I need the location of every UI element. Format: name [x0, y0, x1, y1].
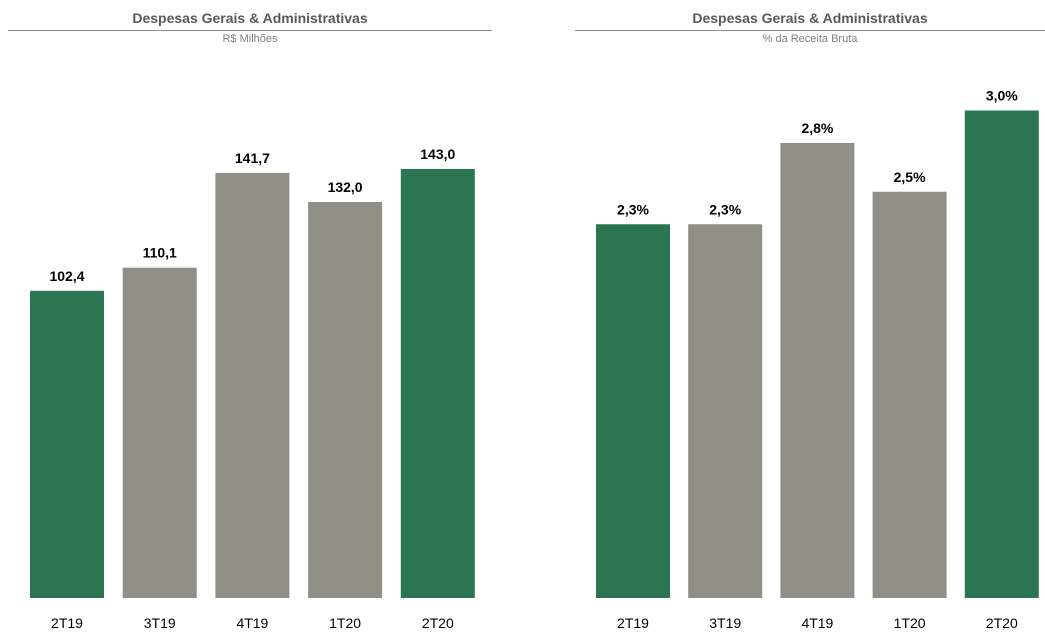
- x-tick-label: 1T20: [329, 615, 361, 631]
- bar-2T20: [400, 169, 475, 598]
- bar-2T19: [596, 224, 670, 598]
- chart-left: Despesas Gerais & Administrativas R$ Mil…: [8, 0, 492, 632]
- bar-1T20: [872, 191, 947, 598]
- title-rule: [575, 30, 1045, 31]
- bar-1T20: [308, 202, 383, 598]
- x-tick-label: 2T19: [617, 615, 649, 631]
- x-tick-label: 4T19: [236, 615, 268, 631]
- data-label: 132,0: [328, 179, 363, 195]
- x-tick-label: 2T20: [422, 615, 454, 631]
- chart-right: Despesas Gerais & Administrativas % da R…: [575, 0, 1045, 632]
- x-tick-label: 2T19: [51, 615, 83, 631]
- data-label: 143,0: [420, 146, 455, 162]
- x-tick-label: 4T19: [801, 615, 833, 631]
- chart-subtitle: R$ Milhões: [222, 33, 278, 45]
- bar-2T20: [964, 110, 1039, 598]
- bar-2T19: [30, 290, 104, 598]
- bar-4T19: [215, 172, 290, 598]
- data-label: 3,0%: [986, 88, 1018, 104]
- chart-title: Despesas Gerais & Administrativas: [132, 10, 368, 26]
- data-label: 110,1: [143, 245, 177, 261]
- data-label: 2,8%: [801, 120, 833, 136]
- data-label: 141,7: [235, 150, 270, 166]
- x-tick-label: 1T20: [894, 615, 926, 631]
- bar-plot: 2,3% 2T19 2,3% 3T19 2,8% 4T19 2,5% 1T20 3,0% 2T20: [596, 88, 1039, 631]
- data-label: 2,3%: [617, 201, 649, 217]
- bar-4T19: [780, 143, 855, 598]
- bar-plot: 102,4 2T19 110,1 3T19 141,7 4T19 132,0 1T20 143,…: [30, 146, 475, 631]
- bar-3T19: [122, 267, 197, 598]
- x-tick-label: 3T19: [144, 615, 176, 631]
- title-rule: [8, 30, 492, 31]
- chart-subtitle: % da Receita Bruta: [762, 33, 858, 45]
- bar-3T19: [688, 224, 763, 598]
- x-tick-label: 2T20: [986, 615, 1018, 631]
- data-label: 2,3%: [709, 201, 741, 217]
- data-label: 2,5%: [894, 169, 926, 185]
- chart-title: Despesas Gerais & Administrativas: [692, 10, 928, 26]
- data-label: 102,4: [49, 268, 84, 284]
- x-tick-label: 3T19: [709, 615, 741, 631]
